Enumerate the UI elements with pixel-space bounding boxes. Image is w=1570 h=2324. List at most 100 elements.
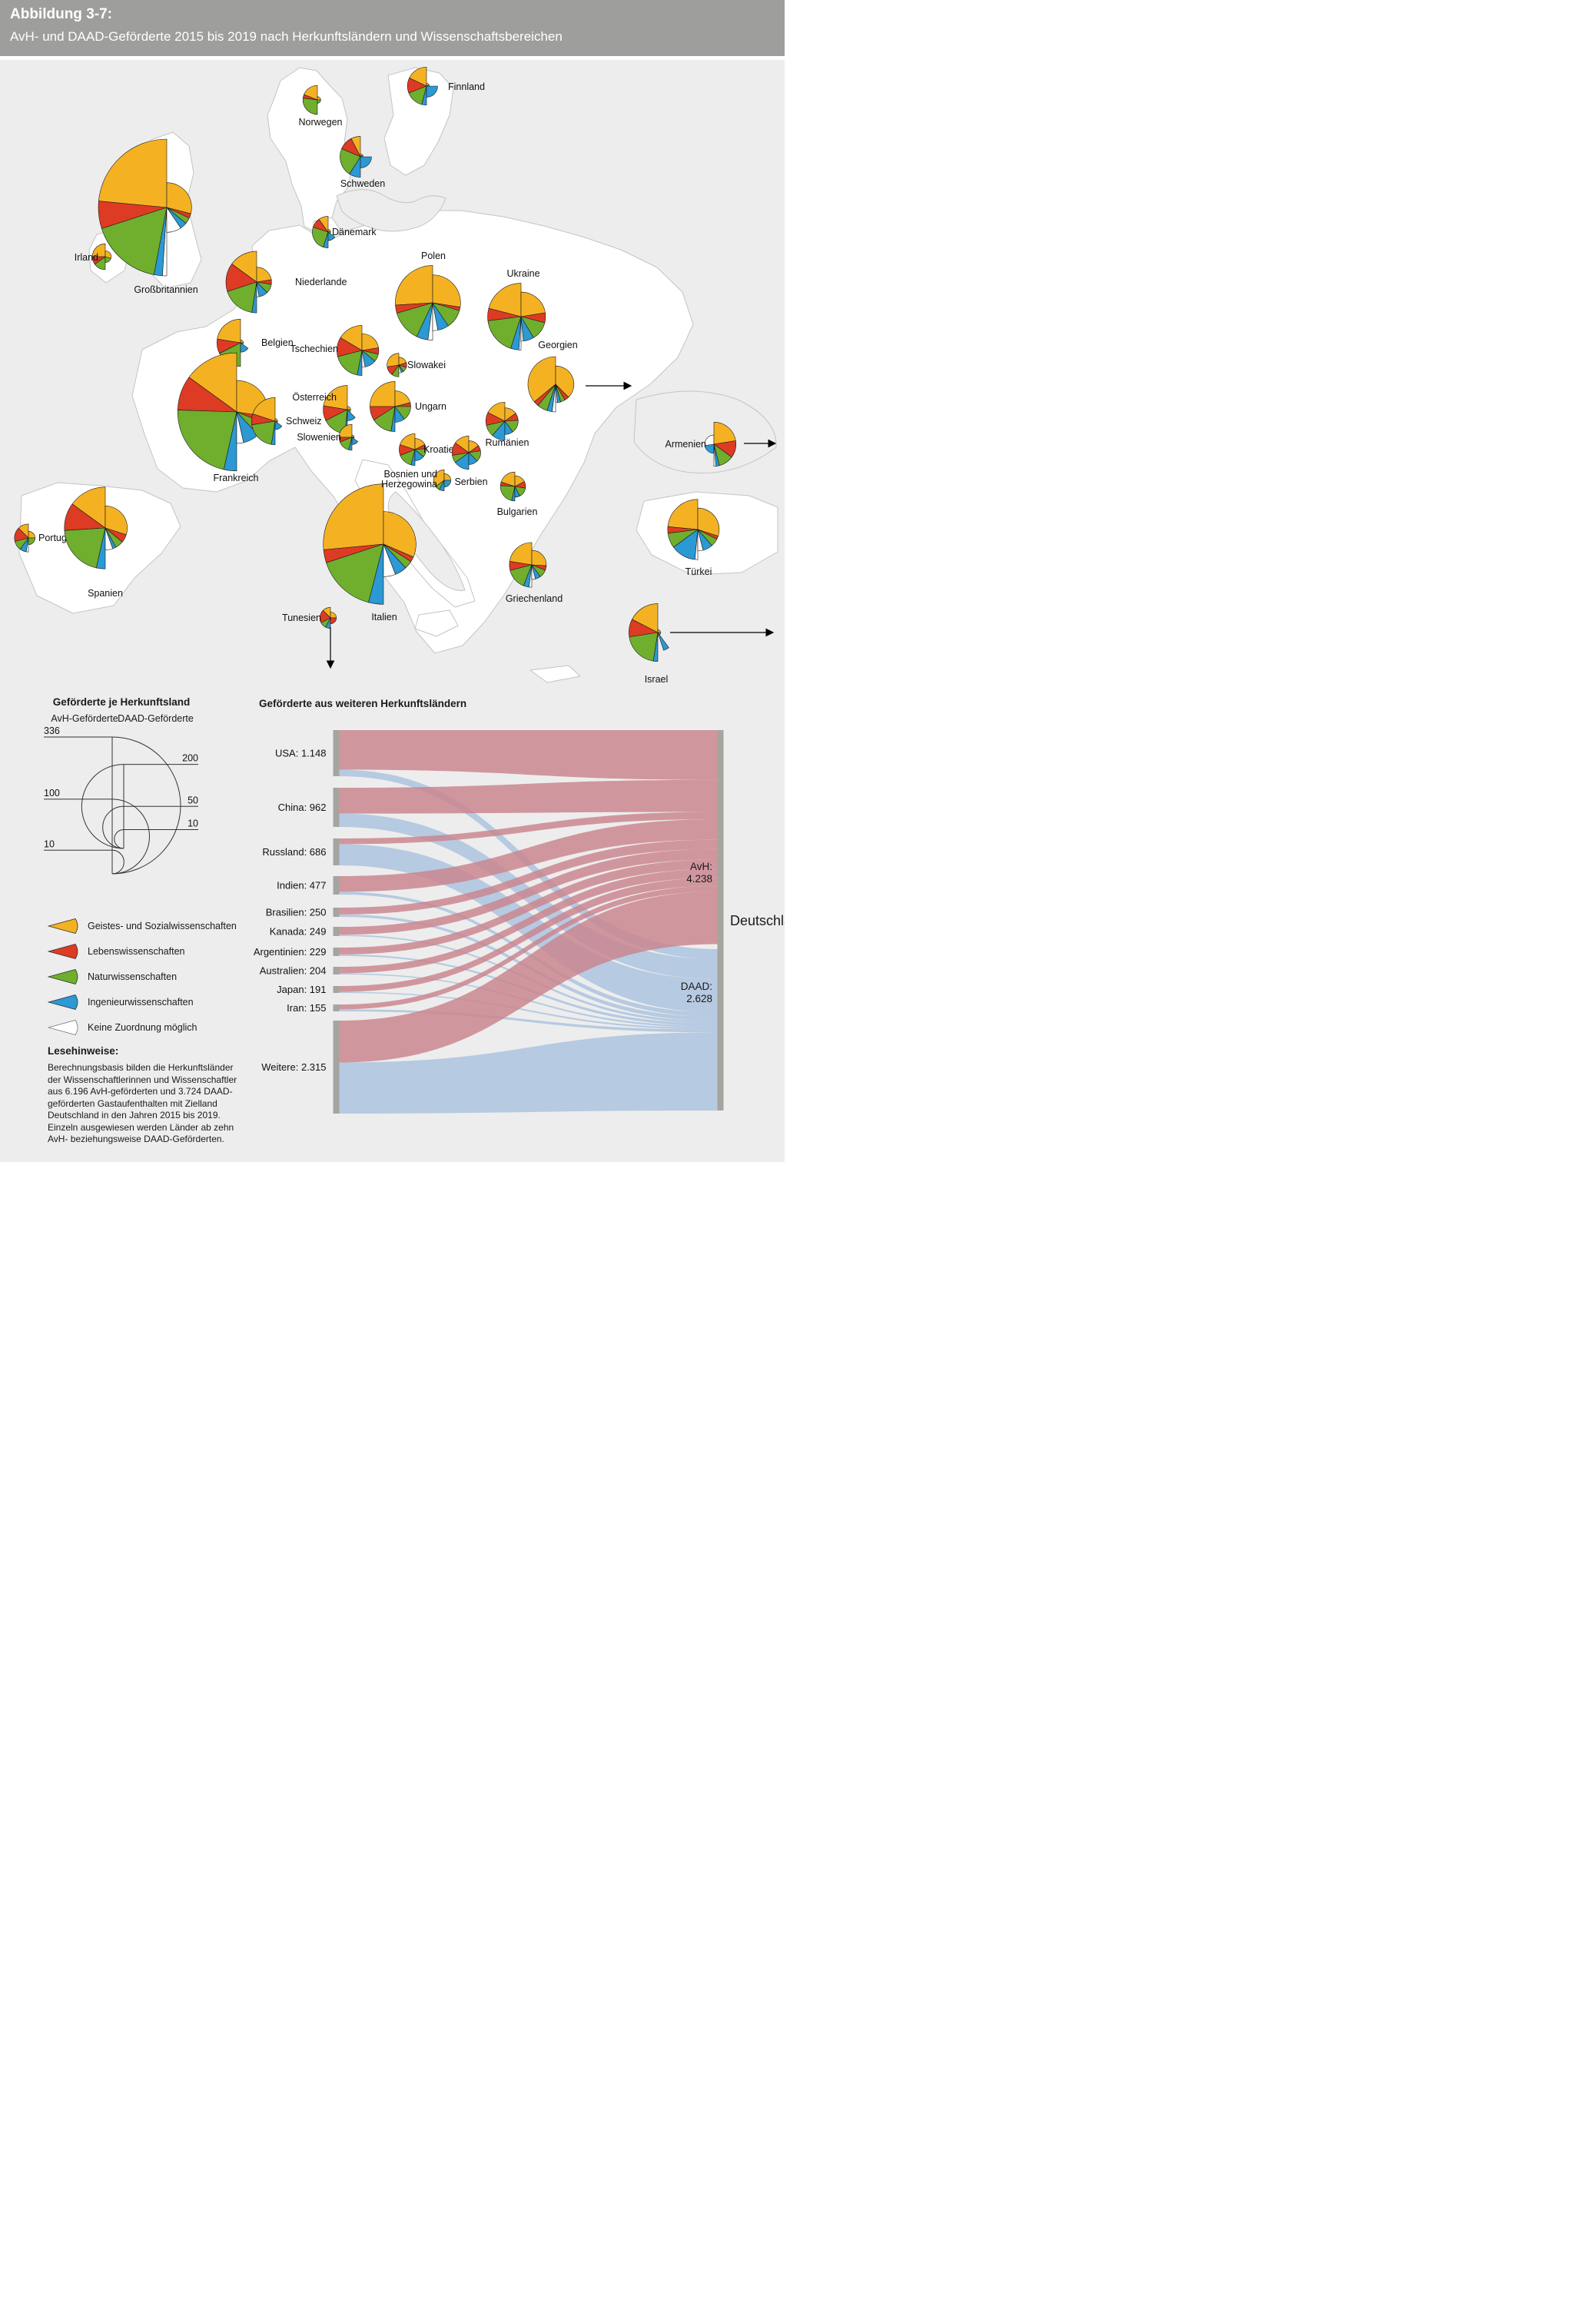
pie-slice-israel-avh-n bbox=[629, 632, 659, 662]
legend-label-keine: Keine Zuordnung möglich bbox=[88, 1022, 197, 1033]
pie-slice-polen-avh-k bbox=[427, 302, 433, 340]
country-pie-schweden: Schweden bbox=[340, 136, 385, 189]
pie-slice-spanien-avh-n bbox=[64, 527, 106, 569]
pie-slice-grossbritannien-avh-k bbox=[162, 207, 168, 277]
sankey-source-label-kanada: Kanada: 249 bbox=[270, 926, 327, 938]
figure-title: AvH- und DAAD-Geförderte 2015 bis 2019 n… bbox=[10, 29, 563, 44]
country-label-daenemark: Dänemark bbox=[332, 227, 377, 237]
country-label-slowenien: Slowenien bbox=[297, 432, 341, 443]
pie-slice-ungarn-avh-g bbox=[370, 381, 396, 407]
avh-scale-step-10: 10 bbox=[44, 838, 55, 849]
sankey-node-russland bbox=[333, 838, 340, 865]
daad-scale-arc-200 bbox=[81, 764, 124, 849]
country-label-ukraine: Ukraine bbox=[506, 268, 539, 279]
country-label-tuerkei: Türkei bbox=[685, 566, 712, 577]
natur-wedge-icon bbox=[48, 969, 78, 984]
scandinavia bbox=[267, 67, 354, 233]
pie-slice-ukraine-avh-n bbox=[487, 316, 522, 349]
pie-slice-grossbritannien-avh-g bbox=[98, 138, 168, 208]
country-label-finnland: Finnland bbox=[448, 81, 485, 92]
pie-slice-tuerkei-avh-g bbox=[667, 499, 699, 530]
sankey-node-deutschland bbox=[717, 730, 724, 1111]
scale-legend-avh-label: AvH-Geförderte bbox=[51, 713, 118, 724]
pie-slice-italien-avh-n bbox=[326, 543, 384, 603]
pie-slice-belgien-daad-i bbox=[240, 342, 249, 353]
country-pie-italien: Italien bbox=[323, 483, 417, 622]
sankey-diagram: USA: 1.148 China: 962 Russland: 686 Indien:… bbox=[254, 730, 724, 1114]
country-pie-tuerkei: Türkei bbox=[667, 499, 720, 577]
sankey-source-label-japan: Japan: 191 bbox=[277, 984, 326, 995]
pie-slice-israel-daad-i bbox=[657, 632, 669, 651]
sankey-flow-weitere-avh bbox=[339, 891, 718, 1063]
pie-slice-finnland-avh-i bbox=[421, 85, 427, 106]
avh-scale-arc-336 bbox=[111, 736, 181, 875]
pie-slice-slowenien-avh-i bbox=[348, 437, 353, 451]
pie-slice-ungarn-daad-i bbox=[394, 406, 405, 423]
sankey-flow-usa-avh bbox=[339, 730, 718, 780]
country-label-rumaenien: Rumänien bbox=[486, 437, 529, 448]
legend-item-geistes: Geistes- und Sozialwissenschaften bbox=[48, 918, 237, 935]
country-label-tschechien: Tschechien bbox=[290, 344, 338, 354]
pie-slice-tuerkei-avh-k bbox=[694, 529, 699, 560]
pie-slice-griechenland-avh-g bbox=[509, 542, 533, 566]
sankey-flow-indien-avh bbox=[339, 818, 718, 892]
avh-scale-arc-10 bbox=[111, 849, 124, 875]
country-label-frankreich: Frankreich bbox=[213, 473, 258, 483]
country-label-grossbritannien: Großbritannien bbox=[134, 284, 197, 295]
country-pie-irland: Irland bbox=[75, 243, 112, 271]
scale-legend-graphic: 336 100 10 200 50 10 bbox=[44, 725, 198, 875]
sicily-land bbox=[414, 609, 459, 637]
lesehinweise-title: Lesehinweise: bbox=[48, 1045, 119, 1057]
pie-slice-italien-avh-i bbox=[368, 543, 384, 605]
pie-slice-bulgarien-avh-i bbox=[511, 486, 516, 502]
pie-slice-georgien-avh-g bbox=[527, 356, 556, 403]
country-pie-tunesien: Tunesien bbox=[282, 606, 337, 669]
sankey-flow-weitere-daad bbox=[339, 1032, 718, 1114]
sankey-flow-china-avh bbox=[339, 779, 718, 814]
keine-zuordnung-wedge-icon bbox=[48, 1020, 78, 1035]
sankey-flow-brasilien-avh bbox=[339, 839, 718, 915]
crete-land bbox=[529, 665, 581, 683]
sankey-flow-iran-avh bbox=[339, 885, 718, 1010]
sankey-node-indien bbox=[333, 876, 340, 895]
country-label-armenien: Armenien bbox=[666, 439, 707, 450]
pie-slice-oesterreich-daad-i bbox=[347, 409, 356, 421]
sankey-flow-iran-daad bbox=[339, 1009, 718, 1033]
country-pie-slowenien: Slowenien bbox=[297, 423, 359, 451]
pie-slice-armenien-daad-g bbox=[713, 422, 736, 445]
country-label-schweiz: Schweiz bbox=[286, 416, 322, 427]
geistes-wedge-icon bbox=[48, 918, 78, 934]
sankey-source-label-iran: Iran: 155 bbox=[287, 1002, 326, 1014]
pie-slice-irland-daad-n bbox=[105, 256, 111, 264]
country-label-bosnien-und-herzegowina: Herzegowina bbox=[381, 479, 437, 490]
country-label-irland: Irland bbox=[75, 252, 98, 263]
sankey-node-china bbox=[333, 788, 340, 827]
sankey-source-label-china: China: 962 bbox=[278, 802, 327, 813]
country-pie-spanien: Spanien bbox=[64, 486, 128, 599]
legend-label-lebens: Lebenswissenschaften bbox=[88, 946, 185, 957]
pie-slice-rumaenien-daad-i bbox=[504, 420, 513, 435]
country-pie-bulgarien: Bulgarien bbox=[497, 471, 537, 517]
sankey-source-label-usa: USA: 1.148 bbox=[275, 748, 327, 759]
pie-slice-irland-avh-n bbox=[94, 256, 106, 271]
country-pie-kroatien: Kroatien bbox=[399, 433, 460, 466]
country-pie-armenien: Armenien bbox=[666, 422, 777, 466]
pie-slice-georgien-avh-k bbox=[552, 383, 556, 413]
sankey-flow-japan-daad bbox=[339, 991, 718, 1030]
pie-slice-ukraine-daad-g bbox=[520, 291, 546, 317]
pie-slice-israel-daad-k bbox=[657, 632, 659, 637]
pie-slice-spanien-avh-i bbox=[96, 527, 106, 569]
country-label-tunesien: Tunesien bbox=[282, 613, 321, 623]
map-and-sankey-canvas: Finnland Norwegen Schweden Dänemark Irland Gr… bbox=[6, 60, 778, 1114]
sankey-target-avh-label: AvH: 4.238 bbox=[638, 861, 712, 885]
pie-slice-griechenland-daad-g bbox=[531, 549, 547, 566]
daad-label: DAAD: bbox=[680, 981, 712, 992]
avh-scale-step-336: 336 bbox=[44, 725, 60, 736]
pie-slice-georgien-daad-g bbox=[555, 365, 575, 398]
country-label-spanien: Spanien bbox=[88, 588, 123, 599]
sankey-node-iran bbox=[333, 1004, 340, 1011]
pie-slice-ukraine-avh-g bbox=[488, 283, 522, 317]
daad-scale-arc-10 bbox=[114, 829, 124, 849]
sankey-title: Geförderte aus weiteren Herkunftsländern bbox=[259, 698, 467, 709]
